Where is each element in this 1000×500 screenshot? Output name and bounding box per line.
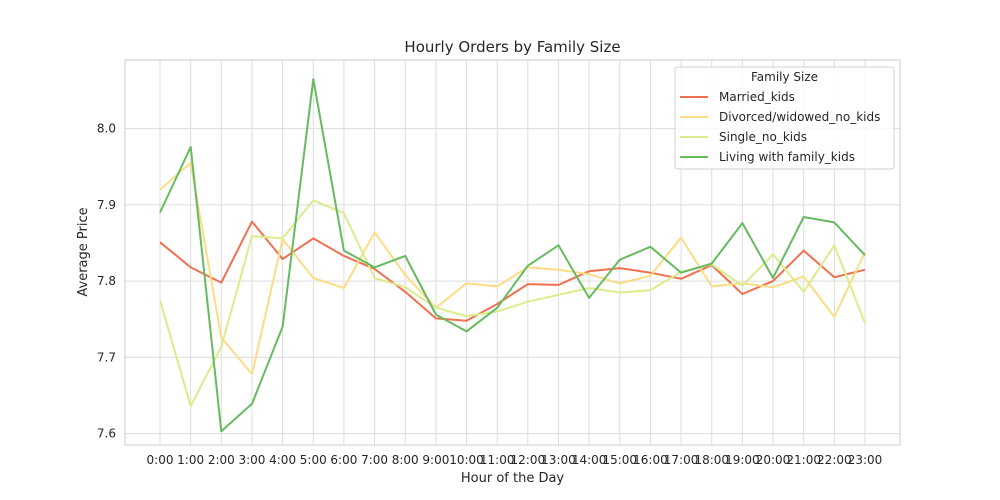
legend: Family Size Married_kids Divorced/widowed…: [674, 66, 895, 170]
x-tick-label: 14:00: [572, 453, 607, 467]
y-tick-label: 7.6: [97, 427, 116, 441]
x-tick-label: 17:00: [664, 453, 699, 467]
series-line: [159, 220, 866, 322]
x-tick-label: 11:00: [480, 453, 515, 467]
x-tick-label: 1:00: [177, 453, 204, 467]
series-line: [159, 78, 866, 433]
x-tick-label: 21:00: [786, 453, 821, 467]
x-tick-label: 20:00: [756, 453, 791, 467]
y-tick-label: 8.0: [97, 122, 116, 136]
x-axis-ticks: 0:00 1:00 2:00 3:00 4:00 5:00 6:00 7:00 8:00 9:00…: [147, 453, 883, 467]
x-tick-label: 5:00: [300, 453, 327, 467]
x-tick-label: 8:00: [392, 453, 419, 467]
x-tick-label: 9:00: [422, 453, 449, 467]
legend-entries: Married_kids Divorced/widowed_no_kids Sing…: [680, 90, 880, 164]
x-tick-label: 22:00: [817, 453, 852, 467]
legend-label: Divorced/widowed_no_kids: [719, 110, 880, 124]
x-tick-label: 18:00: [694, 453, 729, 467]
legend-label: Married_kids: [719, 90, 795, 104]
plot-area: [124, 59, 901, 446]
legend-box: [674, 66, 895, 170]
x-tick-label: 13:00: [541, 453, 576, 467]
y-tick-label: 7.8: [97, 274, 116, 288]
x-tick-label: 23:00: [848, 453, 883, 467]
y-tick-label: 7.7: [97, 350, 116, 364]
y-tick-label: 7.9: [97, 198, 116, 212]
legend-title: Family Size: [751, 70, 818, 84]
x-tick-label: 16:00: [633, 453, 668, 467]
x-tick-label: 0:00: [147, 453, 174, 467]
x-tick-label: 15:00: [602, 453, 637, 467]
legend-label: Living with family_kids: [719, 150, 855, 164]
series-lines: [159, 78, 866, 433]
x-tick-label: 10:00: [449, 453, 484, 467]
x-tick-label: 2:00: [208, 453, 235, 467]
series-line: [159, 199, 866, 408]
x-tick-label: 7:00: [361, 453, 388, 467]
x-tick-label: 6:00: [330, 453, 357, 467]
x-tick-label: 3:00: [238, 453, 265, 467]
x-tick-label: 12:00: [511, 453, 546, 467]
x-tick-label: 4:00: [269, 453, 296, 467]
series-line: [159, 161, 866, 376]
legend-label: Single_no_kids: [719, 130, 807, 144]
x-tick-label: 19:00: [725, 453, 760, 467]
chart-title: Hourly Orders by Family Size: [404, 38, 620, 56]
y-axis-ticks: 7.6 7.7 7.8 7.9 8.0: [97, 122, 116, 441]
y-axis-label: Average Price: [76, 207, 91, 296]
x-axis-label: Hour of the Day: [461, 471, 565, 486]
